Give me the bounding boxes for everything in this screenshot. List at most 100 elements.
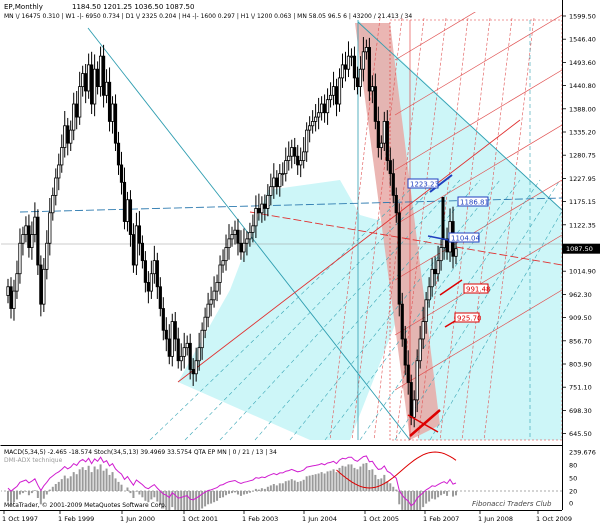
price-tick-label: 856.70 [569,337,592,345]
cyan-fan-line [184,179,441,441]
candle-body [6,286,10,296]
candle-body [302,151,306,161]
candle-body [269,186,273,196]
candle-body [200,329,204,349]
candle-body [221,260,225,266]
candle-body [36,216,40,266]
price-tick-label: 1546.40 [569,36,596,44]
candle-body [101,55,106,96]
candle-body [281,173,285,176]
candle-body [355,77,360,88]
candle-body [224,247,228,262]
time-axis: 1 Oct 1997 1 Feb 1999 1 Jun 2000 1 Oct 2001… [2,510,572,523]
candle-body [334,86,339,105]
price-label-1104: 1104.04 [448,232,480,243]
fib-fan-line [394,14,562,116]
candle-body [173,321,177,340]
candle-body [391,173,395,196]
candle-body [299,160,303,166]
candle-body [343,64,348,70]
indicator-title: MACD(5,34,5) -2.465 -18.574 Stoch(34,5,1… [4,449,277,456]
candle-body [254,208,258,227]
candle-body [373,86,377,122]
svg-text:1186.81: 1186.81 [460,199,489,207]
candle-body [158,286,162,309]
candle-body [215,282,219,292]
fib-time-line [483,17,535,441]
fib-fan-line [394,124,562,226]
candle-body [113,103,118,144]
candle-body [266,194,270,209]
time-tick-label: 1 Oct 2001 [182,515,218,523]
time-tick-label: 1 Feb 2007 [423,515,459,523]
stochastic-line [7,455,457,507]
candle-body [54,177,58,196]
candle-body [245,238,249,244]
candle-body [325,99,330,114]
candle-body [415,360,419,401]
candle-body [445,238,449,253]
svg-text:1104.04: 1104.04 [451,235,480,243]
candle-body [406,364,410,383]
candle-body [319,103,324,114]
red-bottom-mark-2 [407,414,439,433]
svg-text:925.70: 925.70 [457,315,482,323]
price-axis: 1599.50 1546.40 1493.60 1440.80 1388.00 1335.… [562,13,600,438]
indicator-panel [1,451,562,510]
candle-body [370,86,374,92]
price-tick-label: 1227.95 [569,175,596,183]
candle-body [197,347,201,362]
candle-body [9,286,13,309]
price-tick-label: 698.30 [569,407,592,415]
candle-body [87,64,91,92]
candle-body [379,142,383,148]
candle-body [337,77,342,105]
candle-body [167,338,171,357]
trendline-2 [357,21,562,211]
candle-body [212,290,216,301]
candle-body [349,55,354,58]
candle-body [24,225,28,235]
candle-body [164,329,168,340]
svg-text:1223.23: 1223.23 [410,181,439,189]
candle-body [137,225,142,244]
cyan-fan-line [429,210,562,441]
price-tick-label: 1493.60 [569,59,596,67]
candle-body [311,121,315,127]
candle-body [72,103,76,131]
price-tick-label: 1280.75 [569,152,596,160]
candle-body [191,369,195,375]
candle-body [30,234,34,249]
candle-body [45,242,49,270]
candle-body [21,234,25,244]
candle-body [57,164,61,179]
candle-body [239,242,243,253]
macd-signal-line [336,451,457,489]
candle-body [233,229,237,235]
price-tick-label: 803.90 [569,361,592,369]
indicator-axis: 239.676 80 50 20 0 [569,449,596,508]
candle-body [176,338,180,362]
price-tick-label: 751.10 [569,384,592,392]
fib-time-line [461,17,513,441]
fib-fan-line [394,289,562,391]
price-tick-label: 1388.00 [569,105,596,113]
candle-body [42,268,46,305]
candle-body [346,55,351,70]
time-tick-label: 1 Feb 1999 [58,515,94,523]
candle-body [134,225,139,266]
candle-body [442,238,446,249]
current-price-box [563,243,600,254]
candle-body [188,342,192,370]
candle-body [51,194,55,214]
candle-body [90,64,94,105]
candle-body [125,199,130,222]
candle-body [308,125,312,131]
time-tick-label: 1 Jun 2008 [478,515,513,523]
candle-body [170,321,174,357]
candle-body [328,94,333,101]
candle-body [412,399,416,418]
candle-body [317,112,321,118]
current-price-label: 1087.50 [566,245,593,253]
